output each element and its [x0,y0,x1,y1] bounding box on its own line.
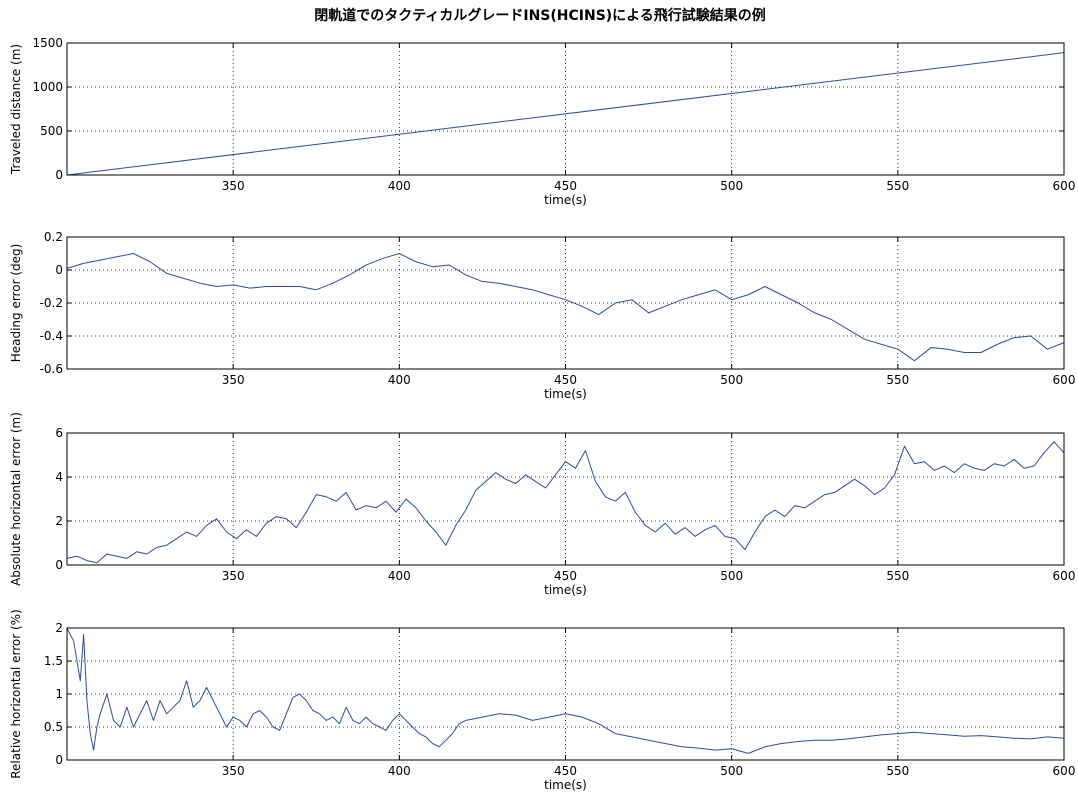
y-tick-label: 4 [55,470,63,484]
series-line-1 [66,52,1065,176]
y-axis-label: Heading error (deg) [9,244,23,363]
x-tick-label: 600 [1053,179,1076,193]
series-line-1 [66,627,1065,754]
y-tick-label: 0 [55,168,63,182]
y-tick-label: 1.5 [44,654,63,668]
x-tick-label: 350 [222,569,245,583]
plot-area [67,433,1064,565]
x-tick-label: 600 [1053,764,1076,778]
figure-title: 閉軌道でのタクティカルグレードINS(HCINS)による飛行試験結果の例 [314,7,766,24]
y-tick-label: -0.6 [40,362,63,376]
x-tick-label: 450 [554,569,577,583]
x-axis-label: time(s) [544,778,587,792]
x-tick-label: 350 [222,764,245,778]
x-axis-label: time(s) [544,583,587,597]
y-axis-label: Traveled distance (m) [9,44,23,175]
y-tick-label: -0.2 [40,296,63,310]
x-axis-label: time(s) [544,387,587,401]
y-tick-label: 500 [40,124,63,138]
plot-area [67,628,1064,760]
x-tick-label: 450 [554,373,577,387]
x-tick-label: 350 [222,179,245,193]
y-tick-label: 0.5 [44,720,63,734]
y-axis-label: Absolute horizontal error (m) [9,412,23,586]
x-tick-label: 450 [554,764,577,778]
x-tick-label: 500 [720,764,743,778]
x-tick-label: 400 [388,569,411,583]
x-tick-label: 550 [886,569,909,583]
plot-area [67,43,1064,175]
y-tick-label: 1000 [32,80,63,94]
x-tick-label: 550 [886,373,909,387]
y-tick-label: 0 [55,558,63,572]
y-tick-label: 1 [55,687,63,701]
x-axis-label: time(s) [544,193,587,207]
x-tick-label: 450 [554,179,577,193]
x-tick-label: 500 [720,373,743,387]
x-tick-label: 500 [720,569,743,583]
chart-panel-1: 350 400 450 500 550 600 0 500 1000 1500 time(s) Tra… [9,36,1075,207]
y-tick-label: 2 [55,514,63,528]
x-tick-label: 600 [1053,569,1076,583]
x-tick-label: 400 [388,179,411,193]
x-tick-label: 600 [1053,373,1076,387]
x-tick-label: 400 [388,764,411,778]
y-tick-label: 0 [55,753,63,767]
y-tick-label: 1500 [32,36,63,50]
y-tick-label: 0.2 [44,230,63,244]
chart-panel-3: 350 400 450 500 550 600 0 2 4 6 time(s) Absolute ho… [9,412,1075,597]
plot-area [67,237,1064,369]
x-tick-label: 500 [720,179,743,193]
chart-panel-2: 350 400 450 500 550 600 -0.6 -0.4 -0.2 0 0.2 time(s… [9,230,1075,401]
chart-panel-4: 350 400 450 500 550 600 0 0.5 1 1.5 2 time(s) Relati… [9,609,1075,792]
x-tick-label: 350 [222,373,245,387]
x-tick-label: 400 [388,373,411,387]
y-tick-label: -0.4 [40,329,63,343]
series-line-1 [66,253,1065,362]
series-line-1 [66,441,1065,564]
y-axis-label: Relative horizontal error (%) [9,609,23,779]
x-tick-label: 550 [886,764,909,778]
x-tick-label: 550 [886,179,909,193]
y-tick-label: 2 [55,621,63,635]
y-tick-label: 0 [55,263,63,277]
y-tick-label: 6 [55,426,63,440]
